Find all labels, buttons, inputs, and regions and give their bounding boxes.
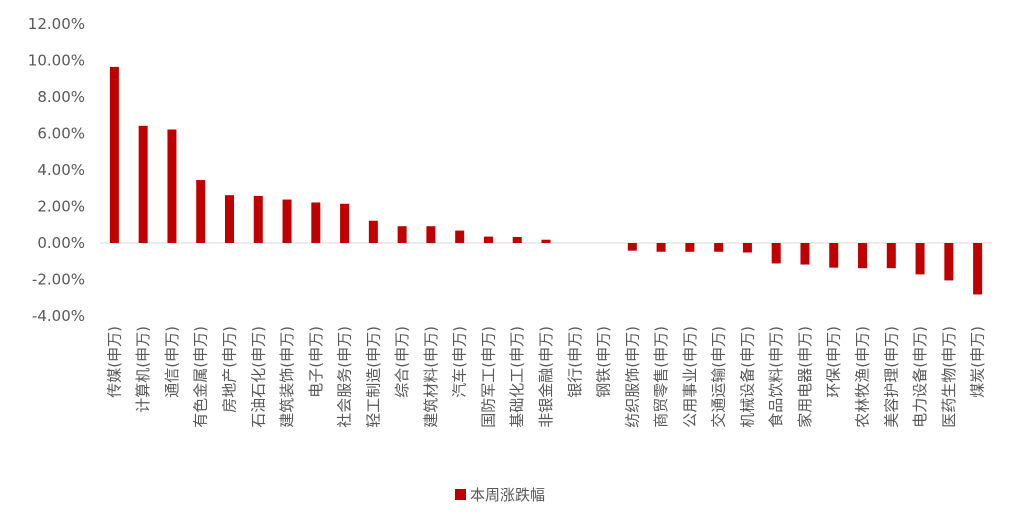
x-tick-label: 轻工制造(申万) [364, 326, 382, 428]
x-tick-label: 电子(申万) [307, 326, 325, 398]
x-tick-label: 煤炭(申万) [969, 326, 987, 398]
x-tick-label: 计算机(申万) [134, 326, 152, 413]
x-tick-label: 非银金融(申万) [537, 326, 555, 428]
bar [541, 239, 551, 243]
bar [109, 66, 119, 243]
x-tick-label: 交通运输(申万) [710, 326, 728, 428]
y-tick-label: 8.00% [37, 88, 85, 106]
bar [858, 243, 868, 269]
bar [368, 220, 378, 243]
x-tick-label: 建筑材料(申万) [422, 326, 440, 428]
x-tick-label: 纺织服饰(申万) [623, 326, 641, 428]
bar [455, 230, 465, 243]
x-tick-label: 国防军工(申万) [479, 326, 497, 428]
bar [714, 243, 724, 252]
x-tick-label: 通信(申万) [163, 326, 181, 398]
x-tick-label: 美容护理(申万) [882, 326, 900, 428]
bar [627, 243, 637, 251]
x-tick-label: 传媒(申万) [105, 326, 123, 398]
x-tick-label: 食品饮料(申万) [767, 326, 785, 428]
x-tick-label: 环保(申万) [825, 326, 843, 398]
x-tick-label: 房地产(申万) [220, 326, 238, 413]
bar [742, 243, 752, 253]
x-tick-label: 建筑装饰(申万) [278, 326, 296, 428]
bar [915, 243, 925, 275]
legend-swatch [455, 489, 466, 500]
legend: 本周涨跌幅 [455, 486, 545, 504]
bar [196, 180, 206, 243]
x-tick-label: 家用电器(申万) [796, 326, 814, 428]
x-tick-label: 石油石化(申万) [249, 326, 267, 428]
x-tick-label: 综合(申万) [393, 326, 411, 398]
bar [771, 243, 781, 264]
x-tick-label: 有色金属(申万) [192, 326, 210, 428]
bar [282, 199, 292, 243]
bar [944, 243, 954, 281]
x-tick-label: 农林牧渔(申万) [854, 326, 872, 428]
bar [426, 226, 436, 243]
y-tick-label: 6.00% [37, 125, 85, 143]
bar [483, 236, 493, 243]
bar [829, 243, 839, 268]
x-tick-label: 银行(申万) [566, 326, 584, 398]
bar [224, 195, 234, 243]
bar [167, 129, 177, 243]
bar [656, 243, 666, 252]
x-tick-label: 社会服务(申万) [336, 326, 354, 428]
bar [512, 236, 522, 243]
x-tick-label: 汽车(申万) [451, 326, 469, 398]
bar [973, 243, 983, 295]
x-tick-label: 机械设备(申万) [738, 326, 756, 428]
x-tick-label: 钢铁(申万) [595, 326, 613, 398]
y-tick-label: 4.00% [37, 161, 85, 179]
legend-label: 本周涨跌幅 [470, 486, 545, 504]
bar [138, 125, 148, 243]
bar [685, 243, 695, 252]
bar [311, 202, 321, 243]
x-axis-labels: 传媒(申万) 计算机(申万) 通信(申万) 有色金属(申万) 房地产(申万) 石油石化(申… [105, 326, 986, 428]
bar [886, 243, 896, 269]
bar [800, 243, 810, 265]
y-tick-label: -4.00% [32, 307, 85, 325]
y-axis: -4.00% -2.00% 0.00% 2.00% 4.00% 6.00% 8.00% 10.… [28, 15, 85, 325]
bars [109, 66, 983, 295]
bar [340, 203, 350, 243]
y-tick-label: 10.00% [28, 52, 85, 70]
x-tick-label: 基础化工(申万) [508, 326, 526, 428]
y-tick-label: 12.00% [28, 15, 85, 33]
x-tick-label: 电力设备(申万) [911, 326, 929, 428]
x-tick-label: 医药生物(申万) [940, 326, 958, 428]
bar [397, 226, 407, 243]
y-tick-label: 0.00% [37, 234, 85, 252]
x-tick-label: 公用事业(申万) [681, 326, 699, 428]
bar [253, 195, 263, 243]
x-tick-label: 商贸零售(申万) [652, 326, 670, 428]
y-tick-label: -2.00% [32, 271, 85, 289]
y-tick-label: 2.00% [37, 198, 85, 216]
